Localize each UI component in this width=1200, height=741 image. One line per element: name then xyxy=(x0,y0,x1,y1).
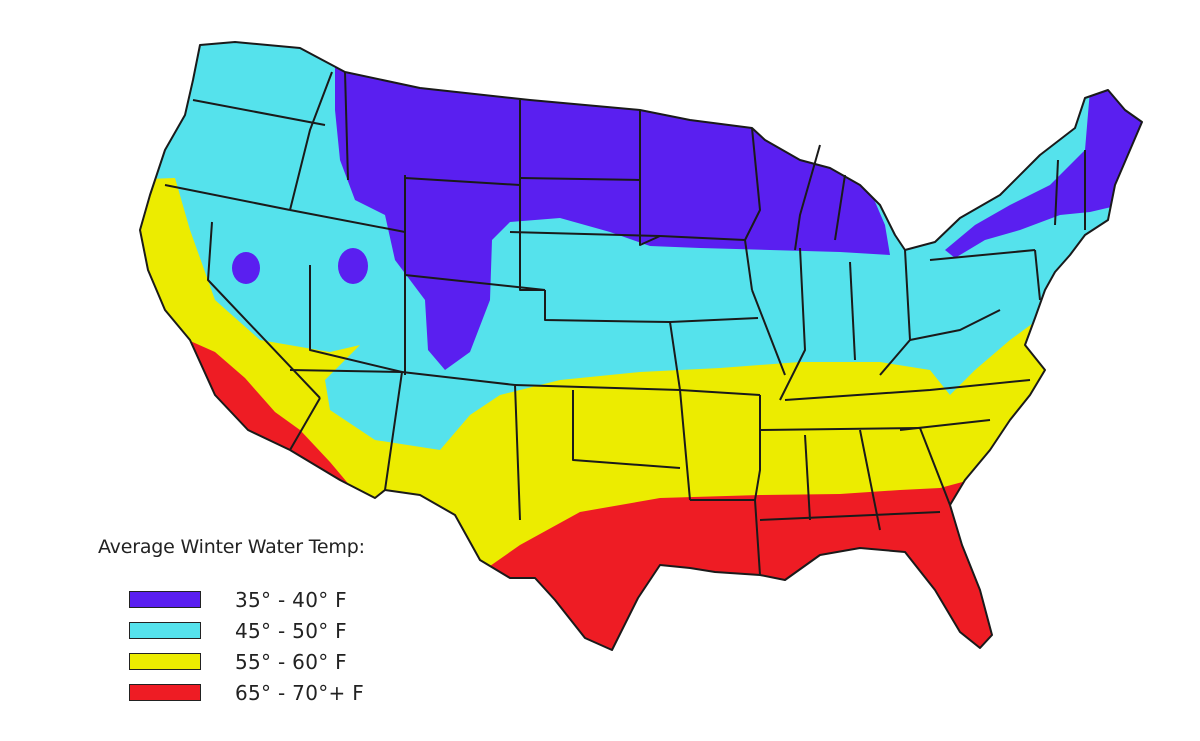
legend-swatch-65-70 xyxy=(129,684,201,701)
legend-label-35-40: 35° - 40° F xyxy=(235,587,347,612)
legend-swatch-55-60 xyxy=(129,653,201,670)
legend-item-65-70: 65° - 70°+ F xyxy=(96,677,516,708)
legend-label-55-60: 55° - 60° F xyxy=(235,649,347,674)
zone-35-40-northeast xyxy=(945,90,1142,258)
legend-item-45-50: 45° - 50° F xyxy=(96,615,516,646)
legend-swatch-35-40 xyxy=(129,591,201,608)
legend-title: Average Winter Water Temp: xyxy=(98,536,365,558)
legend-item-35-40: 35° - 40° F xyxy=(96,584,516,615)
zone-35-40-spot-west xyxy=(232,252,260,284)
legend-swatch-45-50 xyxy=(129,622,201,639)
zone-35-40-spot-east xyxy=(338,248,368,284)
legend-label-65-70: 65° - 70°+ F xyxy=(235,680,365,705)
state-borders xyxy=(139,41,1143,651)
zone-35-40-north xyxy=(335,60,890,370)
legend: Average Winter Water Temp: 35° - 40° F 4… xyxy=(96,536,516,708)
legend-label-45-50: 45° - 50° F xyxy=(235,618,347,643)
legend-item-55-60: 55° - 60° F xyxy=(96,646,516,677)
